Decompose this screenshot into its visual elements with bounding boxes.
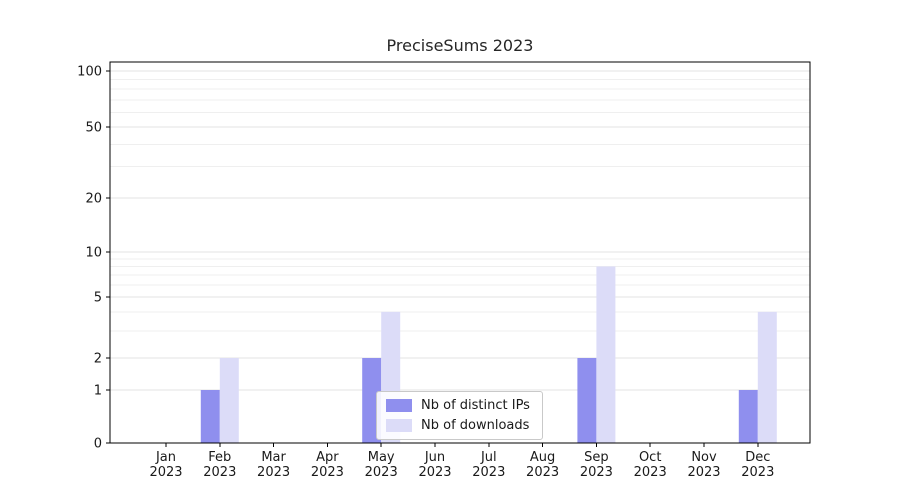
bar-downloads-sep: [596, 266, 616, 443]
x-tick-label: Nov 2023: [687, 450, 720, 480]
x-tick-label: Sep 2023: [580, 450, 613, 480]
legend-swatch-distinct-ips: [386, 399, 412, 412]
legend-label-downloads: Nb of downloads: [421, 418, 530, 433]
legend-label-distinct-ips: Nb of distinct IPs: [421, 398, 530, 413]
plot-border: [109, 61, 811, 444]
bar-downloads-feb: [219, 358, 239, 443]
bar-distinct-ips-feb: [200, 390, 220, 443]
chart-title: PreciseSums 2023: [386, 36, 534, 55]
bar-downloads-dec: [757, 311, 777, 443]
x-tick-label: May 2023: [365, 450, 398, 480]
legend: Nb of distinct IPs Nb of downloads: [376, 391, 543, 440]
bar-distinct-ips-dec: [738, 390, 758, 443]
y-tick-label: 10: [85, 246, 102, 261]
x-tick-label: Oct 2023: [634, 450, 667, 480]
legend-item-distinct-ips: Nb of distinct IPs: [386, 398, 530, 413]
y-tick-label: 50: [85, 121, 102, 136]
x-tick-label: Jul 2023: [472, 450, 505, 480]
x-tick-label: Dec 2023: [741, 450, 774, 480]
bar-distinct-ips-sep: [577, 358, 597, 443]
y-tick-label: 100: [77, 65, 102, 80]
y-tick-label: 2: [94, 352, 102, 367]
x-tick-label: Mar 2023: [257, 450, 290, 480]
x-tick-label: Jun 2023: [418, 450, 451, 480]
y-tick-label: 0: [94, 437, 102, 452]
legend-swatch-downloads: [386, 419, 412, 432]
y-tick-label: 20: [85, 192, 102, 207]
x-tick-label: Jan 2023: [149, 450, 182, 480]
x-tick-label: Aug 2023: [526, 450, 559, 480]
x-tick-label: Feb 2023: [203, 450, 236, 480]
y-tick-label: 1: [94, 384, 102, 399]
legend-item-downloads: Nb of downloads: [386, 418, 530, 433]
y-tick-label: 5: [94, 291, 102, 306]
x-tick-label: Apr 2023: [311, 450, 344, 480]
